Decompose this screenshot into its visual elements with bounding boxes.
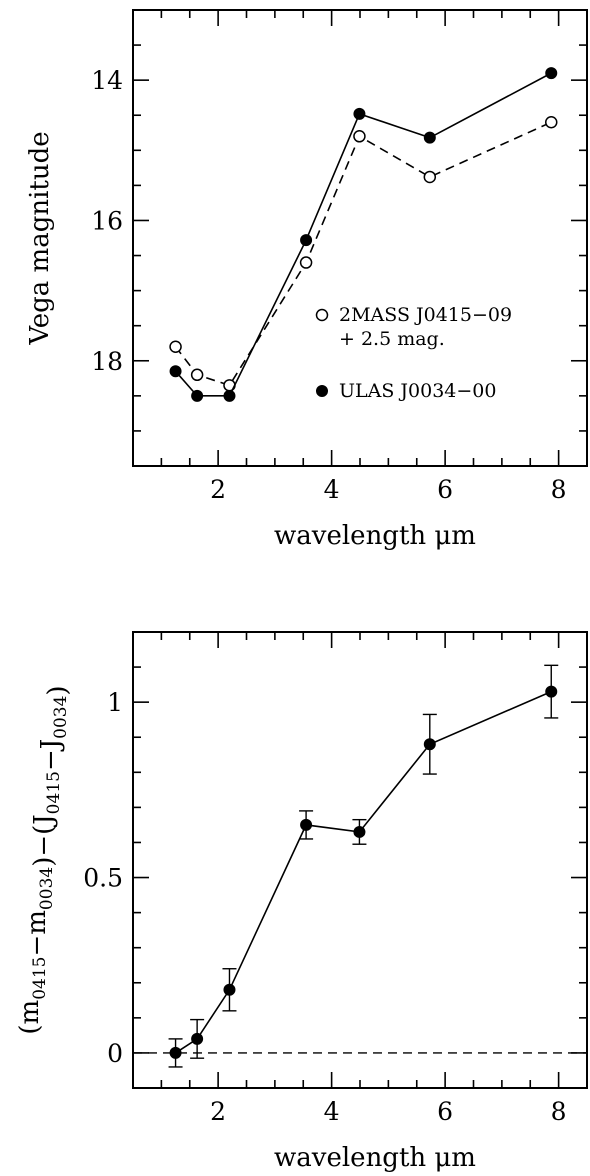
difference-line: [175, 690, 552, 1054]
y-label-part: (m: [15, 1000, 45, 1035]
difference-point: [191, 1032, 204, 1045]
y-label-subscript: 0415: [30, 957, 50, 1000]
top-y-tick-label: 14: [91, 66, 123, 95]
legend-label-1: + 2.5 mag.: [339, 328, 445, 350]
magnitude-plot-area: 2 4 6 8 14 16 18: [91, 9, 588, 504]
color-difference-panel: 2 4 6 800.51 wavelength μm (m0415−m0034)−(J…: [15, 631, 588, 1173]
bottom-y-axis-label: (m0415−m0034)−(J0415−J0034): [15, 685, 73, 1034]
bottom-x-tick-label: 6: [437, 1097, 453, 1126]
bottom-x-tick-label: 4: [324, 1097, 340, 1126]
bottom-y-tick-label: 0: [107, 1039, 123, 1068]
bottom-x-tick-label: 8: [551, 1097, 567, 1126]
series-1-point: [299, 256, 313, 269]
top-y-tick-label: 16: [91, 206, 123, 235]
series-1-point: [423, 170, 437, 184]
top-x-tick-label: 8: [551, 475, 567, 504]
bottom-x-tick-label: 2: [210, 1097, 226, 1126]
y-label-part: −J: [36, 739, 66, 771]
top-x-tick-label: 4: [324, 475, 340, 504]
series-2-point: [169, 365, 182, 378]
bottom-y-tick-label: 1: [107, 688, 123, 717]
series-1-point: [190, 368, 204, 382]
legend: 2MASS J0415−09+ 2.5 mag. ULAS J0034−00: [315, 304, 512, 402]
difference-point: [353, 825, 366, 838]
top-y-axis-label: Vega magnitude: [25, 131, 55, 345]
y-label-subscript: 0415: [44, 771, 64, 814]
legend-marker-1: [315, 308, 329, 322]
difference-point: [300, 818, 313, 831]
top-x-tick-label: 6: [437, 475, 453, 504]
series-2-point: [545, 67, 558, 80]
series-1-point: [544, 115, 558, 129]
magnitude-panel: 2 4 6 8 14 16 18 2MASS J0415−09+ 2.5 mag. ULAS …: [25, 9, 588, 551]
series-1-point: [169, 340, 182, 353]
series-1-point: [353, 130, 366, 143]
difference-point: [223, 983, 236, 996]
y-label-subscript: 0034: [51, 696, 71, 739]
top-x-axis-label: wavelength μm: [274, 521, 476, 551]
y-label-part: −m: [22, 910, 52, 956]
top-y-tick-label: 18: [91, 347, 123, 376]
legend-marker-2: [316, 385, 328, 397]
difference-point: [545, 685, 558, 698]
legend-label-1: 2MASS J0415−09: [339, 304, 512, 326]
top-x-tick-label: 2: [210, 475, 226, 504]
series-2-point: [223, 389, 236, 402]
difference-point: [423, 738, 436, 751]
series-2-point: [423, 131, 436, 144]
series-2-point: [191, 389, 204, 402]
color-difference-plot-area: 2 4 6 8 0 0.5 1: [83, 631, 588, 1126]
series-2-point: [300, 234, 313, 247]
bottom-x-axis-label: wavelength μm: [274, 1143, 476, 1173]
difference-point: [169, 1046, 182, 1059]
bottom-y-tick-label: 0.5: [83, 864, 123, 893]
legend-label-2: ULAS J0034−00: [339, 380, 496, 402]
y-label-part: ): [43, 685, 73, 695]
series-2-point: [353, 107, 366, 120]
y-label-subscript: 0034: [37, 867, 57, 910]
y-label-part: )−(J: [29, 814, 59, 867]
